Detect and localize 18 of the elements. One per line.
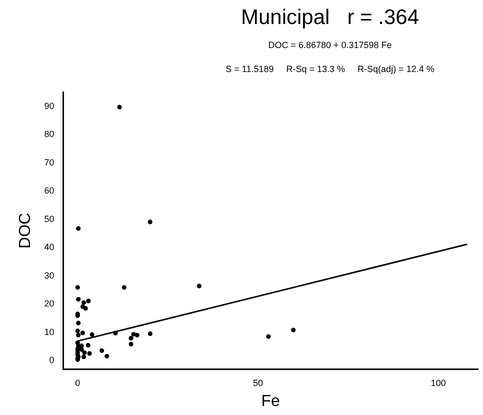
y-tick-label: 20: [44, 298, 54, 309]
y-tick-label: 50: [44, 214, 54, 224]
x-tick-label: 50: [252, 378, 263, 388]
y-tick-label: 40: [44, 242, 54, 252]
chart-title: Municipal r = .364: [240, 6, 420, 30]
y-tick-label: 30: [44, 270, 54, 280]
y-tick-label: 90: [44, 100, 54, 111]
chart-subtitle: DOC = 6.86780 + 0.317598 Fe: [267, 40, 393, 50]
x-tick-label: 100: [430, 378, 446, 388]
y-tick-label: 10: [44, 326, 54, 337]
y-tick-label: 80: [44, 129, 54, 140]
x-axis-title: Fe: [261, 392, 280, 410]
y-tick-label: 0: [49, 355, 54, 366]
y-tick-label: 60: [44, 186, 54, 196]
y-tick-label: 70: [44, 157, 54, 168]
y-axis-title: DOC: [17, 212, 34, 248]
x-tick-label: 0: [75, 378, 80, 388]
text: S = 11.5189 R-Sq = 13.3 % R-Sq(adj) = 12.4 %: [224, 64, 436, 74]
